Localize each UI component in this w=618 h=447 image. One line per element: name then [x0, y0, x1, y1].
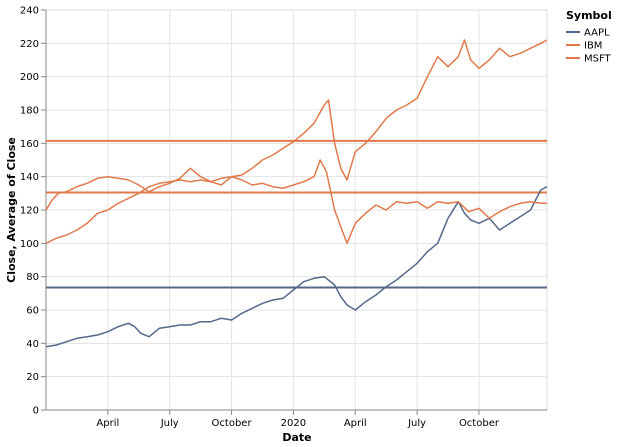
y-axis-title: Close, Average of Close [5, 137, 18, 283]
y-tick-label: 80 [26, 272, 39, 283]
x-axis-title: Date [282, 431, 311, 444]
legend-label-ibm: IBM [584, 41, 602, 52]
legend-title: Symbol [566, 9, 612, 22]
average-lines [46, 139, 547, 289]
y-tick-label: 240 [20, 6, 39, 17]
y-tick-label: 40 [26, 339, 39, 350]
y-tick-label: 160 [20, 139, 39, 150]
x-tick-label: October [459, 418, 500, 429]
y-tick-label: 200 [20, 72, 39, 83]
y-tick-label: 140 [20, 172, 39, 183]
y-tick-label: 0 [33, 406, 39, 417]
x-tick-label: July [160, 418, 179, 429]
series-line-aapl [45, 186, 548, 348]
x-tick-label: October [212, 418, 253, 429]
x-tick-label: 2020 [281, 418, 306, 429]
x-tick-label: July [407, 418, 426, 429]
legend-label-aapl: AAPL [584, 28, 610, 39]
y-axis: 0 20 40 60 80 100 120 140 160 180 200 220 240 [20, 6, 47, 417]
x-axis: April July October 2020 April July October [46, 409, 547, 429]
legend: Symbol AAPL IBM MSFT [566, 9, 612, 65]
y-tick-label: 60 [26, 306, 39, 317]
y-tick-label: 100 [20, 239, 39, 250]
series-line-ibm [45, 159, 547, 245]
legend-label-msft: MSFT [584, 54, 612, 65]
series-line-msft [45, 39, 548, 244]
x-tick-label: April [96, 418, 119, 429]
y-tick-label: 180 [20, 106, 39, 117]
y-tick-label: 20 [26, 372, 39, 383]
x-tick-label: April [344, 418, 367, 429]
y-tick-label: 220 [20, 39, 39, 50]
series-lines [45, 39, 548, 348]
y-tick-label: 120 [20, 206, 39, 217]
